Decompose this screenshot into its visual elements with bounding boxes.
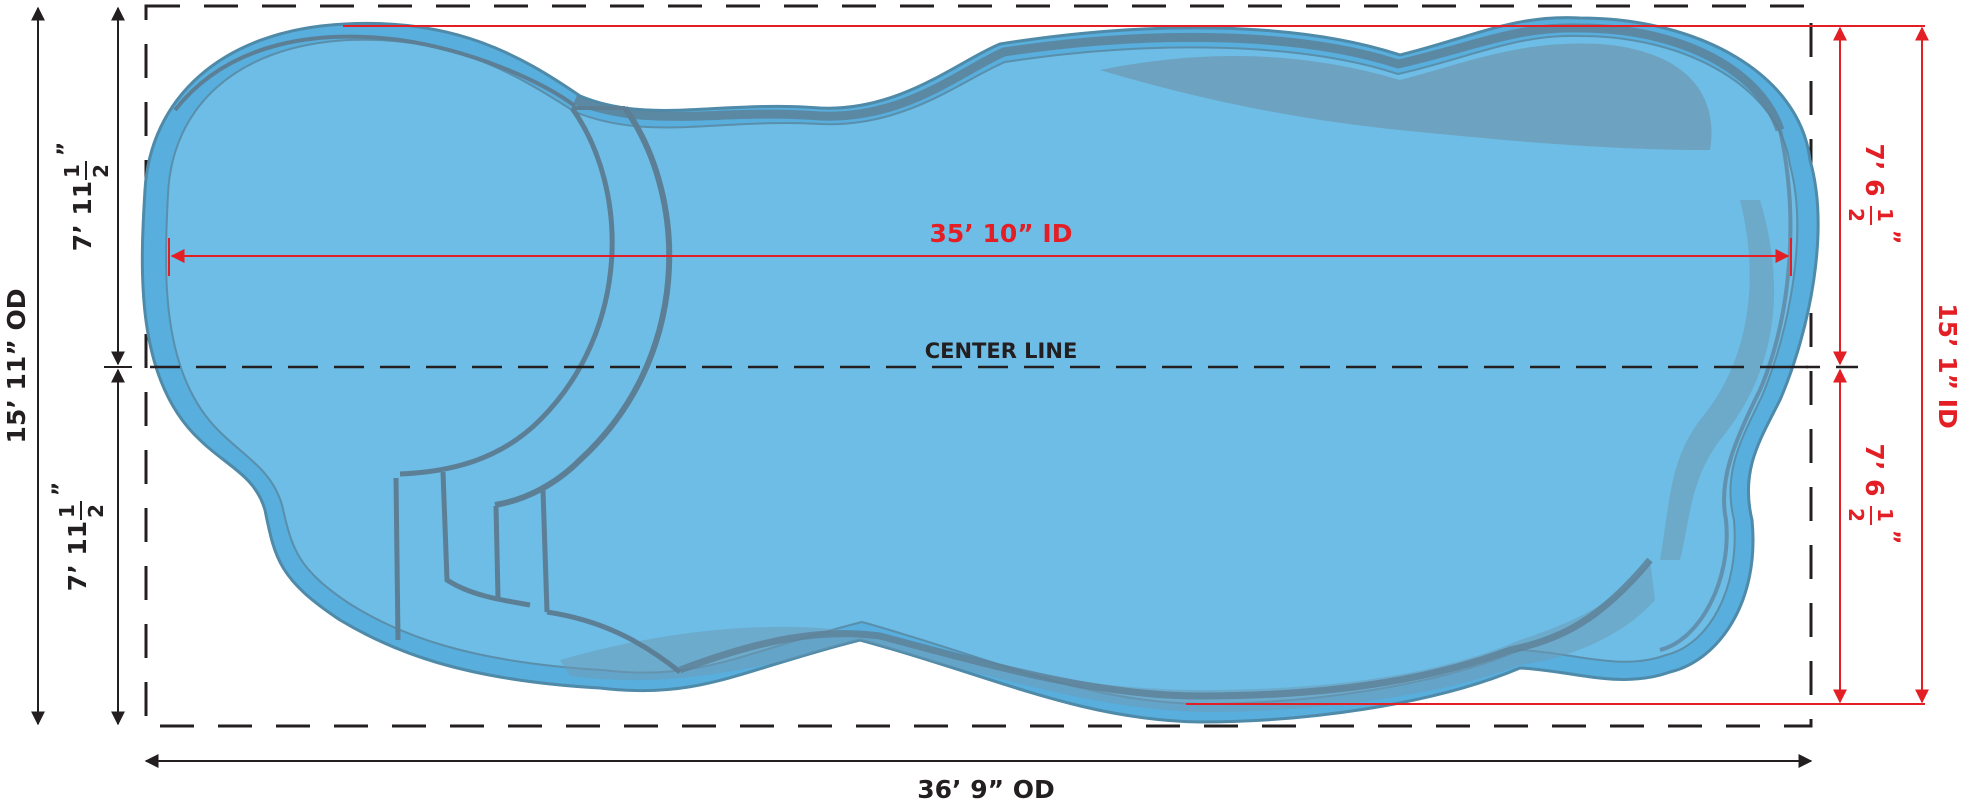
svg-text:1: 1	[1873, 508, 1897, 522]
half-od-top-label: 7’ 11 1 2 ”	[54, 142, 113, 251]
step-line	[393, 477, 401, 641]
half-od-bottom-label: 7’ 11 1 2 ”	[49, 482, 108, 591]
svg-text:1: 1	[1873, 208, 1897, 222]
half-id-top-label: 7’ 6 1 2 ”	[1844, 144, 1903, 245]
entry-steps	[393, 471, 682, 674]
half-id-bottom-label: 7’ 6 1 2 ”	[1844, 444, 1903, 545]
svg-text:”: ”	[49, 482, 74, 496]
sun-shelf-inner-arc	[399, 106, 615, 477]
svg-text:”: ”	[54, 142, 79, 156]
pool-shell	[140, 16, 1820, 724]
step-line	[540, 489, 550, 613]
od-boundary-rectangle	[144, 4, 1813, 728]
svg-text:”: ”	[1878, 230, 1903, 244]
sun-shelf-rim	[173, 34, 577, 112]
id-width-label: 15’ 1” ID	[1933, 303, 1962, 429]
step-line	[440, 471, 531, 608]
svg-text:7’ 6: 7’ 6	[1860, 444, 1889, 497]
svg-text:7’ 11: 7’ 11	[63, 521, 92, 591]
id-length-label: 35’ 10” ID	[930, 219, 1073, 248]
od-length-label: 36’ 9” OD	[917, 775, 1055, 804]
svg-text:1: 1	[55, 504, 79, 518]
pool-shadow-area	[1100, 43, 1712, 151]
svg-text:2: 2	[84, 504, 108, 518]
svg-text:1: 1	[60, 164, 84, 178]
svg-text:2: 2	[89, 164, 113, 178]
svg-text:”: ”	[1878, 530, 1903, 544]
svg-text:7’ 6: 7’ 6	[1860, 144, 1889, 197]
od-width-label: 15’ 11” OD	[2, 289, 31, 444]
svg-text:2: 2	[1844, 508, 1868, 522]
svg-text:2: 2	[1844, 208, 1868, 222]
step-line	[493, 505, 501, 598]
step-line	[546, 609, 682, 674]
svg-text:7’ 11: 7’ 11	[68, 181, 97, 251]
sun-shelf-outer-arc	[494, 106, 673, 508]
pool-water	[165, 34, 1799, 706]
center-line-label: CENTER LINE	[925, 339, 1078, 363]
